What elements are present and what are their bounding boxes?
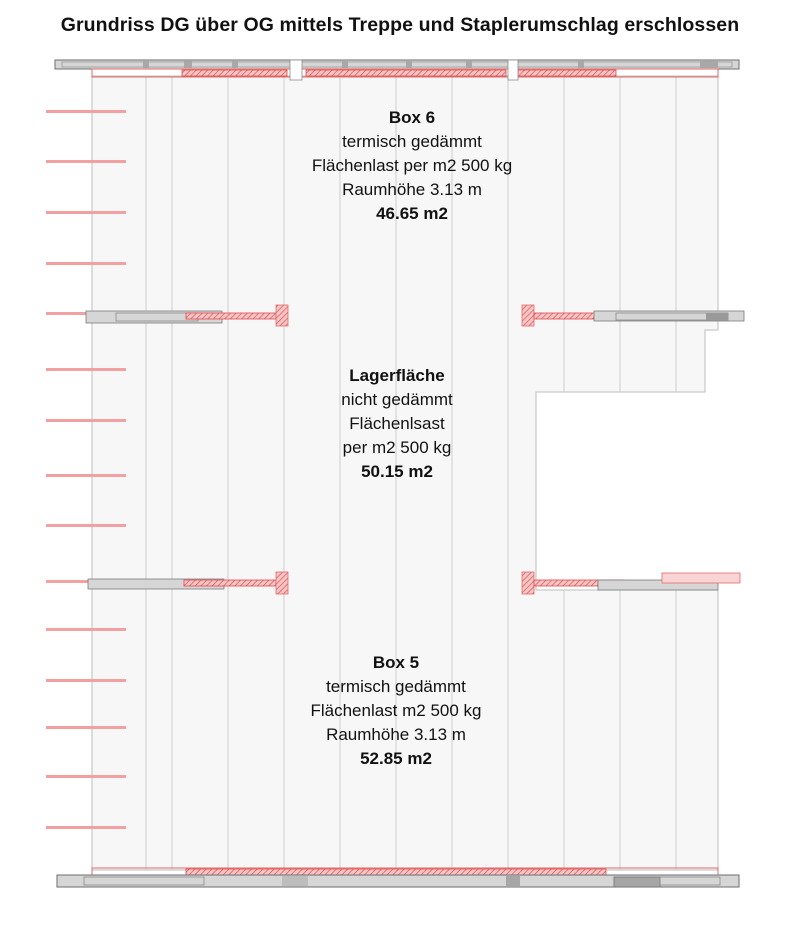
lower-partition-walls	[87, 571, 741, 595]
room-box-5: Box 5 termisch gedämmt Flächenlast m2 50…	[196, 651, 596, 771]
upper-partition-walls	[85, 304, 745, 327]
room-load: Flächenlast per m2 500 kg	[311, 156, 513, 175]
room-lagerflaeche: Lagerfläche nicht gedämmt Flächenlsast p…	[197, 364, 597, 484]
plan-title: Grundriss DG über OG mittels Treppe und …	[60, 14, 740, 36]
room-area: 46.65 m2	[376, 204, 448, 223]
room-height: Raumhöhe 3.13 m	[326, 725, 466, 744]
room-box-6: Box 6 termisch gedämmt Flächenlast per m…	[212, 106, 612, 226]
room-load: Flächenlast m2 500 kg	[310, 701, 482, 720]
room-area: 50.15 m2	[361, 462, 433, 481]
room-insulation: termisch gedämmt	[342, 132, 482, 151]
room-insulation: termisch gedämmt	[326, 677, 466, 696]
room-area: 52.85 m2	[360, 749, 432, 768]
top-wall	[54, 59, 740, 81]
left-dimension-ticks	[46, 110, 126, 829]
room-load-value: per m2 500 kg	[342, 438, 452, 457]
room-load: Flächenlsast	[349, 414, 445, 433]
room-name: Lagerfläche	[349, 366, 445, 385]
bottom-wall	[56, 867, 740, 888]
room-height: Raumhöhe 3.13 m	[342, 180, 482, 199]
room-name: Box 6	[388, 108, 436, 127]
room-name: Box 5	[372, 653, 420, 672]
room-insulation: nicht gedämmt	[341, 390, 453, 409]
structural-grid-lines	[145, 76, 677, 870]
